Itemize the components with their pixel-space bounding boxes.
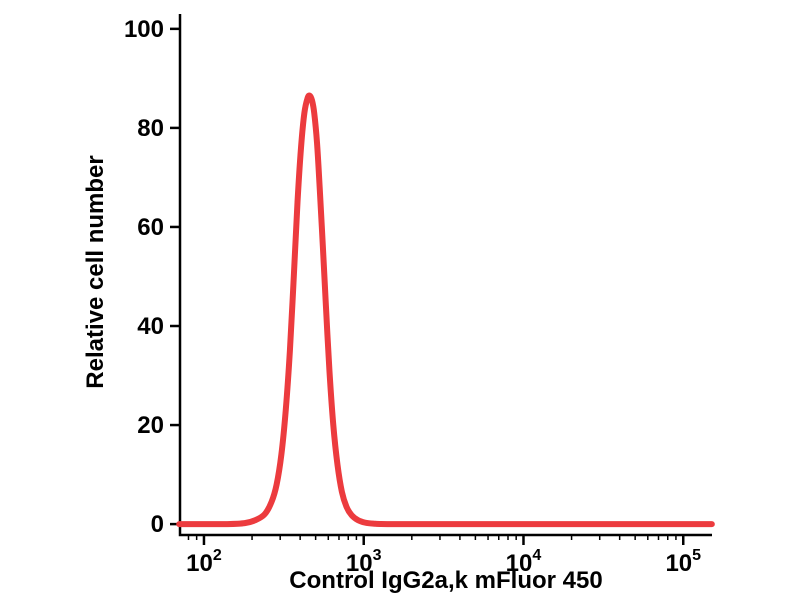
y-axis-title: Relative cell number xyxy=(82,155,109,388)
histogram-curve xyxy=(176,92,715,528)
y-tick-label: 40 xyxy=(137,313,164,340)
y-tick-label: 20 xyxy=(137,412,164,439)
y-tick-label: 100 xyxy=(124,16,164,43)
x-tick-label: 105 xyxy=(665,547,701,577)
y-tick-label: 0 xyxy=(151,511,164,538)
axis-lines xyxy=(178,14,712,537)
x-axis-title: Control IgG2a,k mFluor 450 xyxy=(289,567,602,594)
y-tick-label: 80 xyxy=(137,115,164,142)
histogram-curve-layer xyxy=(176,92,715,528)
x-tick-label: 102 xyxy=(186,547,222,577)
y-tick-label: 60 xyxy=(137,214,164,241)
